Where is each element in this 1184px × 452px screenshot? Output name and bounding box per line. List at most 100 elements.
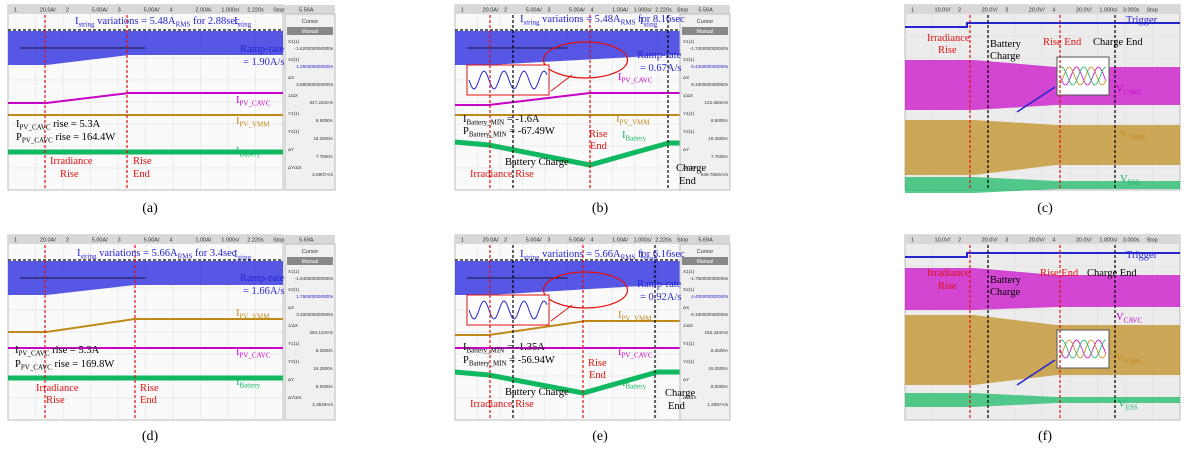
cursor-label: X1(1) <box>683 269 695 274</box>
cursor-value: 162.34mHz <box>705 330 729 335</box>
cursor-label: ΔY/ΔX <box>288 165 302 170</box>
annotation-part: Charge <box>665 388 695 399</box>
panel-caption: (c) <box>1037 201 1053 216</box>
toolbar-item: 10.0V/ <box>935 238 951 244</box>
voltage-band <box>905 315 1180 385</box>
toolbar-item: 2.220s <box>247 238 264 244</box>
annotation-part: Battery Charge <box>505 387 569 398</box>
annotation-part: sting <box>238 21 252 29</box>
toolbar-item: Stop <box>273 238 284 244</box>
cursor-label: ΔY <box>288 377 294 382</box>
toolbar-item: 20.0A/ <box>40 238 56 244</box>
cursor-label: Y1(1) <box>683 341 695 346</box>
annotation-part: End <box>668 401 686 412</box>
annotation: End <box>133 169 151 180</box>
annotation-part: variations = 5.66A <box>539 249 621 260</box>
annotation-part: Rise End <box>1040 268 1079 279</box>
toolbar-item: 5.00A/ <box>526 8 542 14</box>
toolbar-item: 5.00A/ <box>144 8 160 14</box>
toolbar-item: 1.00A/ <box>612 238 628 244</box>
annotation: Charge End <box>1087 268 1137 279</box>
toolbar-item: 2 <box>958 8 961 14</box>
annotation-part: Battery <box>990 275 1022 286</box>
toolbar-item: 10.0V/ <box>935 8 951 14</box>
annotation: Rise <box>588 358 607 369</box>
annotation-part: VMM <box>1124 358 1142 366</box>
annotation-part: for 3.4sec <box>192 248 236 259</box>
cursor-label: X2(1) <box>683 57 695 62</box>
annotation: End <box>590 141 608 152</box>
toolbar-item: 1 <box>911 8 914 14</box>
toolbar-item: 1 <box>461 8 464 14</box>
annotation-part: CAVC <box>1124 317 1143 325</box>
annotation-part: Ramp-rate <box>637 50 682 61</box>
annotation-part: Charge <box>676 163 706 174</box>
cursor-value: 2.6907A/s <box>312 172 333 177</box>
annotation-part: Charge End <box>1093 37 1143 48</box>
toolbar-item: 1.00A/ <box>612 8 628 14</box>
toolbar-item: 1.000s/ <box>1099 238 1118 244</box>
cursor-value: 3.400000000000s <box>296 312 333 317</box>
toolbar-item: 1 <box>911 238 914 244</box>
cursor-title: Cursor <box>697 249 714 255</box>
annotation: Rise <box>133 156 152 167</box>
annotation-part: Rise <box>46 395 65 406</box>
cursor-value: 7.7500A <box>711 154 729 159</box>
toolbar-item: 3.000s <box>1123 8 1140 14</box>
annotation-part: Irradiance Rise <box>470 169 534 180</box>
cursor-value: -1.620000000000s <box>295 46 334 51</box>
cursor-mode: Manual <box>302 259 318 265</box>
toolbar-item: 2 <box>66 8 69 14</box>
annotation-part: string <box>524 19 540 27</box>
annotation-part: = 0.92A/s <box>640 292 682 303</box>
panel-caption: (e) <box>592 429 608 444</box>
annotation: Istring variations = 5.48ARMS for 8.16se… <box>520 14 685 27</box>
toolbar-item: 5.00A/ <box>144 238 160 244</box>
annotation: Charge <box>676 163 706 174</box>
toolbar-item: 20.0V/ <box>1029 238 1045 244</box>
annotation-part: Ramp-rate <box>240 273 285 284</box>
toolbar-item: 3 <box>547 238 550 244</box>
annotation-part: variations = 5.66A <box>96 248 178 259</box>
toolbar-item: Stop <box>1146 238 1157 244</box>
cursor-value: -1.760000000000s <box>690 276 729 281</box>
annotation-part: sting <box>238 254 252 262</box>
annotation: Istring variations = 5.66ARMS for 3.4sec <box>77 248 237 261</box>
annotation: = 0.92A/s <box>640 292 682 303</box>
annotation-part: Battery_MIN <box>469 131 507 139</box>
cursor-label: ΔY <box>288 147 294 152</box>
toolbar-item: 1.000s/ <box>221 8 240 14</box>
annotation: Rise End <box>1040 268 1079 279</box>
toolbar-item: 1 <box>14 238 17 244</box>
cursor-label: Y1(1) <box>288 111 300 116</box>
annotation: Ramp-rate <box>637 50 682 61</box>
annotation-part: Rise <box>60 169 79 180</box>
toolbar-item: 5.00A/ <box>92 238 108 244</box>
annotation-part: End <box>679 176 697 187</box>
panel-caption: (d) <box>142 429 159 444</box>
toolbar-item: 3 <box>1005 8 1008 14</box>
cursor-label: Y2(1) <box>683 359 695 364</box>
annotation-part: = 1.66A/s <box>243 286 285 297</box>
cursor-label: X1(1) <box>683 39 695 44</box>
annotation-part: = 1.90A/s <box>243 57 285 68</box>
annotation-part: Charge End <box>1087 268 1137 279</box>
annotation-part: rise = 5.3A <box>51 119 101 130</box>
annotation-part: rise = 5.3A <box>50 345 100 356</box>
toolbar-item: 2.220s <box>655 238 672 244</box>
annotation-part: Charge <box>990 51 1020 62</box>
annotation-part: PV_CAVC <box>22 137 53 145</box>
toolbar-item: Stop <box>1146 8 1157 14</box>
toolbar-item: 3 <box>118 8 121 14</box>
toolbar-item: 4 <box>1052 8 1055 14</box>
toolbar-item: 3 <box>118 238 121 244</box>
annotation-part: Rise End <box>1043 37 1082 48</box>
cursor-value: 8.0000A <box>711 384 729 389</box>
toolbar-item: 1.00A/ <box>195 238 211 244</box>
annotation-part: for 2.88sec <box>190 16 240 27</box>
annotation-part: End <box>590 141 608 152</box>
toolbar-item: 20.0A/ <box>483 8 499 14</box>
annotation: Rise <box>938 281 957 292</box>
